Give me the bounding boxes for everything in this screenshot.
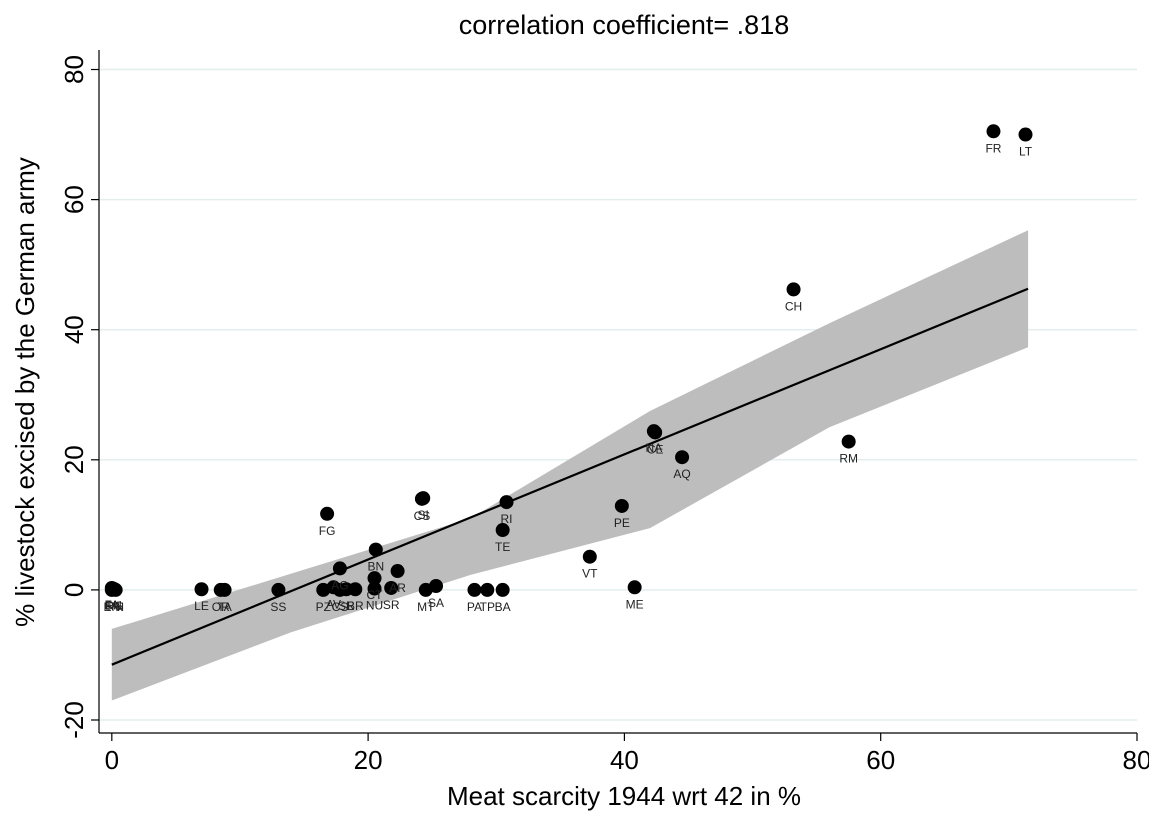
point-label-17: AR xyxy=(389,581,406,595)
data-point-16 xyxy=(384,580,399,595)
point-label-34: CE xyxy=(647,442,664,456)
data-point-4 xyxy=(108,582,123,597)
point-label-21: CS xyxy=(414,509,431,523)
point-label-39: LT xyxy=(1019,145,1033,159)
x-tick-label-2: 40 xyxy=(610,745,639,775)
data-point-22 xyxy=(416,491,431,506)
point-label-24: SA xyxy=(428,596,444,610)
point-label-13: BR xyxy=(347,599,364,613)
axes: -20 0 20 40 60 80 0 20 40 60 80 xyxy=(59,50,1149,775)
confidence-band xyxy=(111,230,1029,701)
point-label-10: AV xyxy=(326,597,341,611)
y-tick-label-1: 0 xyxy=(59,583,89,597)
data-point-24 xyxy=(429,578,444,593)
point-label-35: AQ xyxy=(673,467,690,481)
fit-line-layer xyxy=(111,287,1029,666)
point-label-6: OR xyxy=(212,600,230,614)
point-label-4: PN xyxy=(107,600,124,614)
data-point-7 xyxy=(217,582,232,597)
y-tick-label-0: -20 xyxy=(59,701,89,739)
ci-band xyxy=(111,230,1029,701)
point-label-2: EN xyxy=(103,600,120,614)
chart-title: correlation coefficient= .818 xyxy=(459,10,789,40)
point-label-20: FG xyxy=(319,524,336,538)
data-point-25 xyxy=(467,582,482,597)
y-tick-label-5: 80 xyxy=(59,55,89,84)
data-point-13 xyxy=(348,582,363,597)
data-point-35 xyxy=(675,450,690,465)
data-point-37 xyxy=(841,434,856,449)
data-point-38 xyxy=(986,124,1001,139)
data-point-27 xyxy=(495,582,510,597)
x-tick-label-0: 0 xyxy=(105,745,119,775)
x-axis-label: Meat scarcity 1944 wrt 42 in % xyxy=(447,781,801,811)
point-label-19: BN xyxy=(367,560,384,574)
point-label-37: RM xyxy=(839,452,858,466)
point-label-36: CH xyxy=(785,299,802,313)
point-label-15: CT xyxy=(367,588,384,602)
point-label-14: NU xyxy=(366,599,383,613)
data-point-20 xyxy=(320,506,335,521)
data-point-31 xyxy=(614,498,629,513)
point-label-23: MT xyxy=(417,600,435,614)
x-tick-label-4: 80 xyxy=(1123,745,1149,775)
x-tick-label-1: 20 xyxy=(354,745,383,775)
y-axis-label: % livestock excised by the German army xyxy=(10,157,40,627)
point-label-27: BA xyxy=(495,600,511,614)
data-point-26 xyxy=(480,582,495,597)
data-point-29 xyxy=(499,495,514,510)
data-point-18 xyxy=(332,561,347,576)
y-tick-label-3: 40 xyxy=(59,315,89,344)
point-label-29: RI xyxy=(501,512,513,526)
data-point-8 xyxy=(271,582,286,597)
point-label-25: PA xyxy=(467,600,482,614)
y-tick-label-4: 60 xyxy=(59,185,89,214)
point-label-7: TA xyxy=(217,600,231,614)
point-label-11: CS xyxy=(332,600,349,614)
point-label-33: NA xyxy=(646,441,663,455)
point-label-22: SI xyxy=(418,508,429,522)
data-point-30 xyxy=(582,549,597,564)
point-label-28: TE xyxy=(495,540,510,554)
point-label-12: SR xyxy=(338,599,355,613)
y-tick-label-2: 20 xyxy=(59,445,89,474)
point-label-9: PZ xyxy=(316,600,331,614)
data-points xyxy=(104,124,1033,597)
point-label-18: AG xyxy=(331,578,348,592)
data-point-34 xyxy=(648,425,663,440)
point-label-1: RG xyxy=(105,599,123,613)
point-label-3: CN xyxy=(104,599,121,613)
point-label-0: FA xyxy=(104,598,119,612)
data-point-28 xyxy=(495,523,510,538)
point-label-38: FR xyxy=(985,141,1001,155)
data-point-14 xyxy=(367,581,382,596)
point-label-26: TP xyxy=(480,600,495,614)
point-label-5: LE xyxy=(194,599,209,613)
data-point-5 xyxy=(194,582,209,597)
data-point-15 xyxy=(367,571,382,586)
fit-line xyxy=(111,287,1029,666)
data-point-32 xyxy=(627,580,642,595)
point-label-16: SR xyxy=(383,598,400,612)
data-point-39 xyxy=(1018,127,1033,142)
point-label-30: VT xyxy=(582,567,598,581)
data-point-17 xyxy=(390,564,405,579)
x-tick-label-3: 60 xyxy=(866,745,895,775)
point-label-8: SS xyxy=(270,600,286,614)
data-point-19 xyxy=(368,542,383,557)
point-label-32: ME xyxy=(626,597,644,611)
point-label-31: PE xyxy=(614,516,630,530)
data-point-36 xyxy=(786,282,801,297)
